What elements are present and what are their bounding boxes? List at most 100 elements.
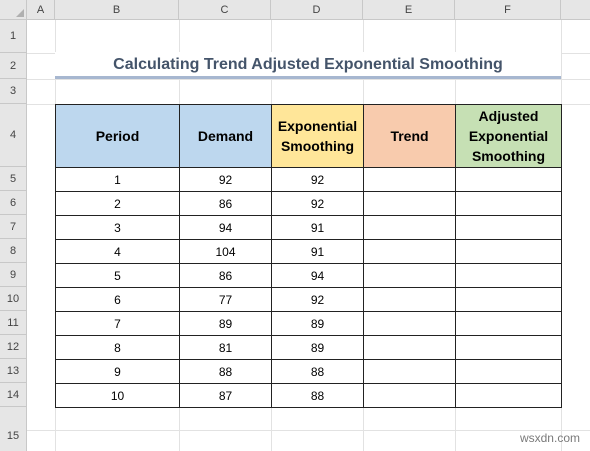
table-row: 5 86 94 [55, 263, 562, 288]
cell-period[interactable]: 6 [55, 287, 180, 312]
cell-exp[interactable]: 92 [271, 287, 364, 312]
row-header-4[interactable]: 4 [0, 104, 27, 167]
gridline [27, 79, 590, 80]
cell-demand[interactable]: 104 [179, 239, 272, 264]
table-row: 4 104 91 [55, 239, 562, 264]
header-demand-label: Demand [197, 128, 254, 144]
cell-period[interactable]: 1 [55, 167, 180, 192]
cell-exp[interactable]: 88 [271, 383, 364, 408]
row-header-11[interactable]: 11 [0, 311, 27, 335]
table-row: 6 77 92 [55, 287, 562, 312]
sheet-title[interactable]: Calculating Trend Adjusted Exponential S… [55, 52, 561, 78]
cell-adj[interactable] [455, 263, 562, 288]
row-header-14[interactable]: 14 [0, 383, 27, 407]
column-header-b[interactable]: B [55, 0, 179, 20]
cell-period[interactable]: 5 [55, 263, 180, 288]
header-period[interactable]: Period [55, 104, 180, 168]
row-header-6[interactable]: 6 [0, 191, 27, 215]
row-header-1[interactable]: 1 [0, 20, 27, 53]
column-header-f[interactable]: F [455, 0, 561, 20]
row-header-3[interactable]: 3 [0, 79, 27, 104]
cell-trend[interactable] [363, 191, 456, 216]
row-header-15[interactable]: 15 [0, 407, 27, 451]
data-table: Period Demand Exponential Smoothing Trend… [55, 104, 562, 408]
row-header-7[interactable]: 7 [0, 215, 27, 239]
column-header-d[interactable]: D [271, 0, 363, 20]
cell-adj[interactable] [455, 383, 562, 408]
title-underline [55, 76, 561, 79]
table-row: 10 87 88 [55, 383, 562, 408]
cell-exp[interactable]: 89 [271, 335, 364, 360]
cell-adj[interactable] [455, 167, 562, 192]
cell-demand[interactable]: 87 [179, 383, 272, 408]
cell-demand[interactable]: 81 [179, 335, 272, 360]
cell-period[interactable]: 2 [55, 191, 180, 216]
table-row: 1 92 92 [55, 167, 562, 192]
cell-exp[interactable]: 94 [271, 263, 364, 288]
cell-trend[interactable] [363, 335, 456, 360]
table-row: 2 86 92 [55, 191, 562, 216]
header-exponential-smoothing[interactable]: Exponential Smoothing [271, 104, 364, 168]
cell-trend[interactable] [363, 239, 456, 264]
cell-adj[interactable] [455, 239, 562, 264]
cell-demand[interactable]: 89 [179, 311, 272, 336]
cell-period[interactable]: 3 [55, 215, 180, 240]
header-adj-line1: Adjusted [478, 108, 539, 124]
cell-demand[interactable]: 77 [179, 287, 272, 312]
cell-demand[interactable]: 94 [179, 215, 272, 240]
cell-period[interactable]: 8 [55, 335, 180, 360]
cell-exp[interactable]: 91 [271, 239, 364, 264]
cell-trend[interactable] [363, 311, 456, 336]
header-exp-line2: Smoothing [280, 138, 355, 154]
cell-trend[interactable] [363, 215, 456, 240]
cell-adj[interactable] [455, 335, 562, 360]
cell-adj[interactable] [455, 359, 562, 384]
column-header-g[interactable] [561, 0, 590, 20]
column-header-c[interactable]: C [179, 0, 271, 20]
header-adjusted-exponential-smoothing[interactable]: Adjusted Exponential Smoothing [455, 104, 562, 168]
cell-demand[interactable]: 92 [179, 167, 272, 192]
cell-period[interactable]: 9 [55, 359, 180, 384]
gridline [27, 430, 590, 431]
cell-period[interactable]: 7 [55, 311, 180, 336]
row-header-8[interactable]: 8 [0, 239, 27, 263]
cell-adj[interactable] [455, 287, 562, 312]
header-period-label: Period [95, 128, 140, 144]
cell-period[interactable]: 10 [55, 383, 180, 408]
cell-adj[interactable] [455, 215, 562, 240]
header-exp-line1: Exponential [277, 118, 358, 134]
cell-trend[interactable] [363, 263, 456, 288]
cell-demand[interactable]: 86 [179, 263, 272, 288]
header-trend-label: Trend [390, 128, 429, 144]
header-adj-line3: Smoothing [471, 148, 546, 164]
header-trend[interactable]: Trend [363, 104, 456, 168]
cell-demand[interactable]: 86 [179, 191, 272, 216]
cell-adj[interactable] [455, 191, 562, 216]
cell-trend[interactable] [363, 167, 456, 192]
cell-exp[interactable]: 92 [271, 167, 364, 192]
row-header-9[interactable]: 9 [0, 263, 27, 287]
select-all-corner[interactable] [0, 0, 27, 20]
table-row: 7 89 89 [55, 311, 562, 336]
table-row: 3 94 91 [55, 215, 562, 240]
row-header-5[interactable]: 5 [0, 167, 27, 191]
column-header-a[interactable]: A [27, 0, 55, 20]
gridline [561, 20, 562, 451]
cell-exp[interactable]: 89 [271, 311, 364, 336]
cell-trend[interactable] [363, 287, 456, 312]
row-header-2[interactable]: 2 [0, 53, 27, 79]
cell-exp[interactable]: 92 [271, 191, 364, 216]
cell-exp[interactable]: 88 [271, 359, 364, 384]
row-header-13[interactable]: 13 [0, 359, 27, 383]
cell-trend[interactable] [363, 359, 456, 384]
cell-adj[interactable] [455, 311, 562, 336]
header-demand[interactable]: Demand [179, 104, 272, 168]
cell-trend[interactable] [363, 383, 456, 408]
cell-period[interactable]: 4 [55, 239, 180, 264]
column-header-e[interactable]: E [363, 0, 455, 20]
row-header-12[interactable]: 12 [0, 335, 27, 359]
row-header-10[interactable]: 10 [0, 287, 27, 311]
table-header-row: Period Demand Exponential Smoothing Trend… [55, 104, 562, 168]
cell-exp[interactable]: 91 [271, 215, 364, 240]
cell-demand[interactable]: 88 [179, 359, 272, 384]
